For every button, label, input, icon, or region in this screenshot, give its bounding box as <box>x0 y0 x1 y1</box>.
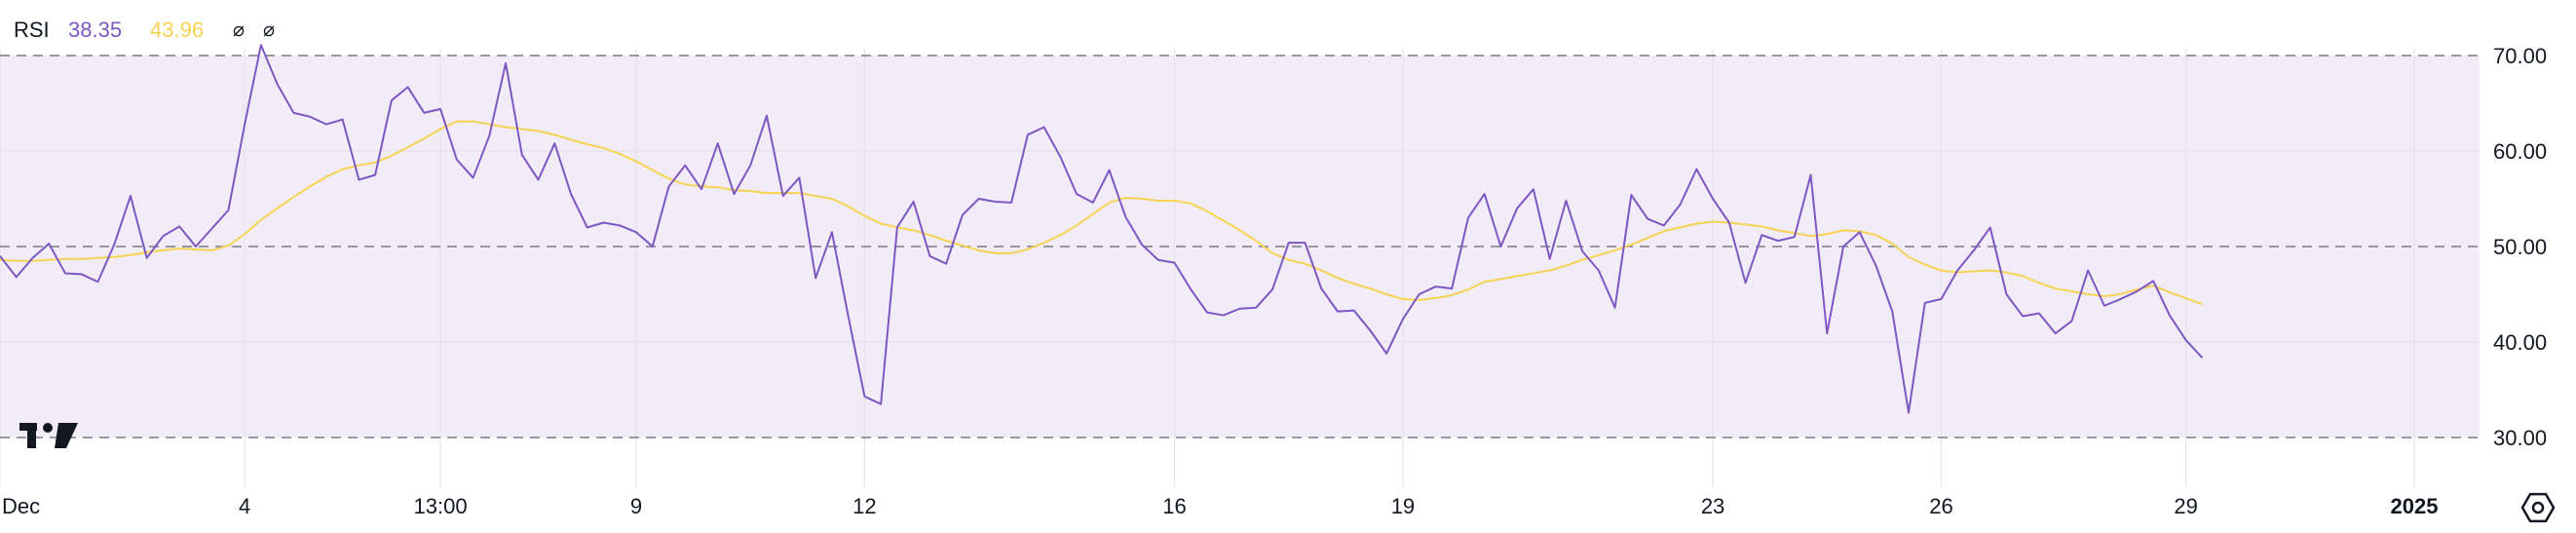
settings-gear-icon[interactable] <box>2520 492 2556 523</box>
y-axis[interactable]: 70.00 60.00 50.00 40.00 30.00 <box>2493 44 2547 450</box>
y-tick-label: 60.00 <box>2493 139 2547 164</box>
x-tick-label: 16 <box>1162 494 1186 518</box>
rsi-ma-value: 43.96 <box>150 18 204 42</box>
x-tick-label: 23 <box>1701 494 1724 518</box>
legend[interactable]: RSI 38.35 43.96 ⌀ ⌀ <box>14 18 275 42</box>
tradingview-logo-icon[interactable] <box>19 423 78 448</box>
y-tick-label: 50.00 <box>2493 235 2547 259</box>
y-tick-label: 40.00 <box>2493 330 2547 355</box>
hidden-value-icon: ⌀ <box>263 19 275 41</box>
indicator-name[interactable]: RSI <box>14 18 50 42</box>
y-tick-label: 70.00 <box>2493 44 2547 68</box>
x-axis[interactable]: Dec 4 13:00 9 12 16 19 23 26 29 2025 <box>2 494 2439 518</box>
horizontal-gridlines <box>0 150 2480 343</box>
x-tick-label: 4 <box>239 494 250 518</box>
y-tick-label: 30.00 <box>2493 426 2547 450</box>
x-tick-label: 9 <box>630 494 642 518</box>
series-layer <box>0 44 2204 414</box>
x-tick-label: 19 <box>1391 494 1415 518</box>
rsi-value: 38.35 <box>68 18 122 42</box>
x-tick-label: 26 <box>1929 494 1952 518</box>
rsi-band-fill <box>0 56 2480 438</box>
rsi-ma-line <box>0 120 2203 306</box>
x-tick-label: 12 <box>852 494 876 518</box>
x-tick-label: 2025 <box>2391 494 2439 518</box>
rsi-line <box>0 44 2204 414</box>
x-tick-label: Dec <box>2 494 40 518</box>
plot-area[interactable] <box>0 44 2480 487</box>
x-tick-label: 29 <box>2174 494 2197 518</box>
hidden-value-icon: ⌀ <box>233 19 245 41</box>
x-tick-label: 13:00 <box>414 494 468 518</box>
